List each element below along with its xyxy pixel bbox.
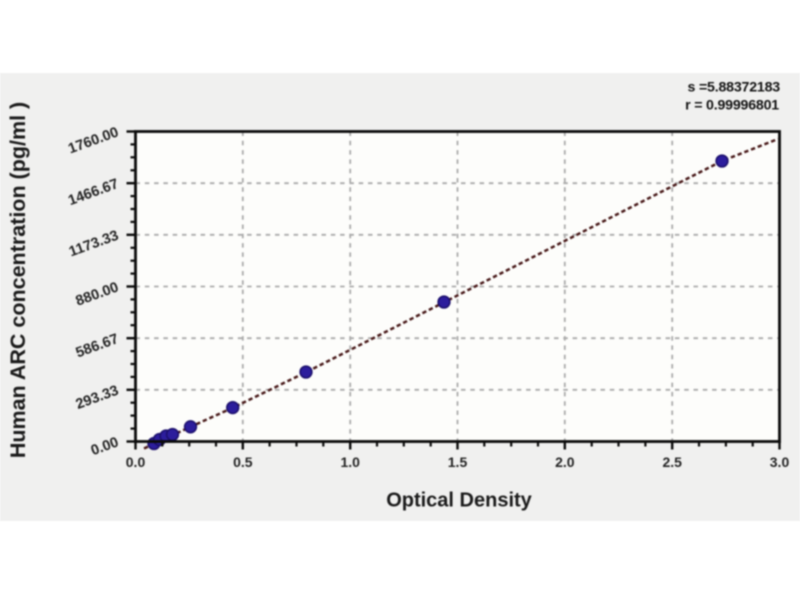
svg-text:3.0: 3.0	[770, 454, 790, 470]
svg-text:1.5: 1.5	[448, 454, 468, 470]
svg-text:2.5: 2.5	[662, 454, 682, 470]
svg-text:Human ARC concentration (pg/m: Human ARC concentration (pg/ml )	[6, 102, 30, 458]
svg-text:0.5: 0.5	[233, 454, 253, 470]
svg-text:Optical Density: Optical Density	[386, 490, 532, 512]
svg-text:1.0: 1.0	[340, 454, 360, 470]
svg-text:0.0: 0.0	[126, 454, 146, 470]
svg-text:2.0: 2.0	[555, 454, 575, 470]
svg-text:s =5.88372183: s =5.88372183	[688, 80, 781, 96]
svg-text:r = 0.99996801: r = 0.99996801	[685, 98, 779, 114]
